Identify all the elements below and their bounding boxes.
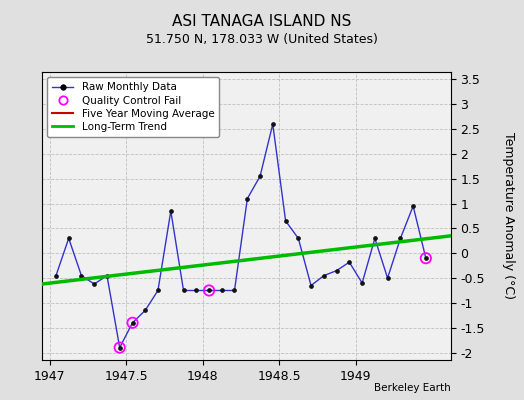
Legend: Raw Monthly Data, Quality Control Fail, Five Year Moving Average, Long-Term Tren: Raw Monthly Data, Quality Control Fail, … [47, 77, 220, 137]
Point [128, 320, 137, 326]
Point [115, 344, 124, 351]
Point [205, 287, 213, 294]
Y-axis label: Temperature Anomaly (°C): Temperature Anomaly (°C) [501, 132, 515, 300]
Text: ASI TANAGA ISLAND NS: ASI TANAGA ISLAND NS [172, 14, 352, 30]
Text: 51.750 N, 178.033 W (United States): 51.750 N, 178.033 W (United States) [146, 34, 378, 46]
Text: Berkeley Earth: Berkeley Earth [374, 383, 451, 393]
Point [422, 255, 430, 262]
